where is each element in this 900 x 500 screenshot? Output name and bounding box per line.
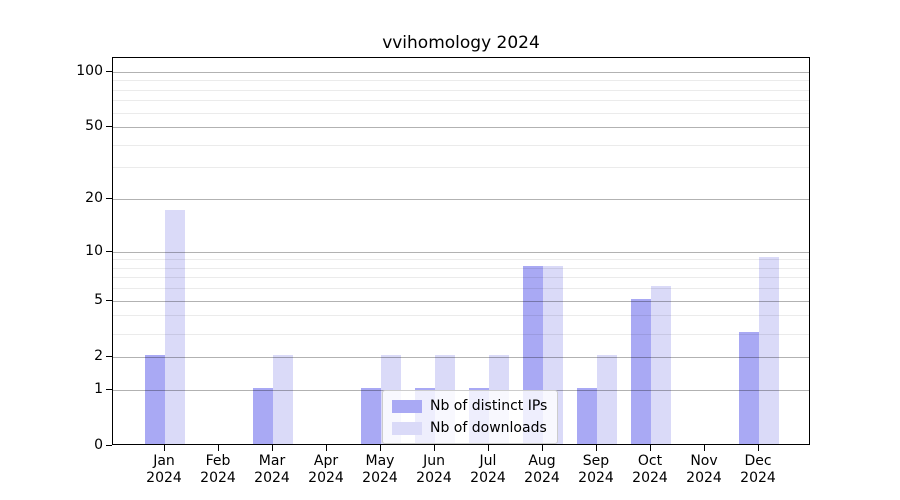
gridline-minor — [113, 315, 809, 317]
gridline-major — [113, 251, 809, 253]
bar-downloads — [273, 355, 293, 444]
x-tick-mark — [326, 445, 327, 451]
bar-distinct-ips — [361, 388, 381, 444]
x-tick-mark — [542, 445, 543, 451]
gridline-minor — [113, 333, 809, 335]
x-tick-label: Jul 2024 — [470, 453, 506, 486]
y-tick-mark — [106, 70, 112, 72]
x-tick-mark — [704, 445, 705, 451]
gridline-major — [113, 356, 809, 358]
x-tick-label: Nov 2024 — [686, 453, 722, 486]
x-tick-mark — [650, 445, 651, 451]
x-tick-label: Sep 2024 — [578, 453, 614, 486]
x-tick-label: Feb 2024 — [200, 453, 236, 486]
gridline-major — [113, 300, 809, 302]
x-tick-label: Aug 2024 — [524, 453, 560, 486]
x-tick-mark — [434, 445, 435, 451]
y-tick-mark — [106, 250, 112, 252]
gridline-minor — [113, 100, 809, 102]
gridline-minor — [113, 80, 809, 82]
bar-distinct-ips — [631, 299, 651, 444]
y-tick-label: 50 — [85, 118, 103, 135]
gridline-major — [113, 199, 809, 201]
x-tick-label: Oct 2024 — [632, 453, 668, 486]
gridline-major — [113, 127, 809, 129]
y-tick-mark — [106, 126, 112, 128]
legend-swatch-downloads — [392, 421, 422, 435]
y-tick-label: 100 — [76, 62, 103, 79]
gridline-minor — [113, 167, 809, 169]
bar-downloads — [597, 355, 617, 444]
y-tick-mark — [106, 388, 112, 390]
bar-downloads — [759, 257, 779, 444]
x-tick-label: Jan 2024 — [146, 453, 182, 486]
gridline-minor — [113, 144, 809, 146]
bar-downloads — [165, 210, 185, 444]
y-tick-label: 2 — [94, 347, 103, 364]
gridline-minor — [113, 89, 809, 91]
legend-label-distinct-ips: Nb of distinct IPs — [430, 398, 548, 414]
gridline-major — [113, 71, 809, 73]
gridline-minor — [113, 288, 809, 290]
x-tick-label: Dec 2024 — [740, 453, 776, 486]
legend-label-downloads: Nb of downloads — [430, 420, 547, 436]
bar-distinct-ips — [253, 388, 273, 444]
x-tick-mark — [488, 445, 489, 451]
bar-distinct-ips — [145, 355, 165, 444]
y-tick-label: 0 — [94, 437, 103, 453]
gridline-minor — [113, 112, 809, 114]
legend-item-distinct-ips: Nb of distinct IPs — [392, 398, 547, 414]
y-tick-label: 10 — [85, 242, 103, 259]
y-tick-label: 20 — [85, 190, 103, 207]
x-tick-mark — [758, 445, 759, 451]
x-tick-label: May 2024 — [362, 453, 398, 486]
gridline-minor — [113, 277, 809, 279]
gridline-minor — [113, 259, 809, 261]
x-tick-label: Jun 2024 — [416, 453, 452, 486]
x-tick-label: Apr 2024 — [308, 453, 344, 486]
bar-distinct-ips — [577, 388, 597, 444]
gridline-minor — [113, 267, 809, 269]
legend-item-downloads: Nb of downloads — [392, 420, 547, 436]
y-tick-mark — [106, 445, 112, 446]
chart-title: vvihomology 2024 — [382, 33, 540, 53]
x-tick-mark — [380, 445, 381, 451]
x-tick-label: Mar 2024 — [254, 453, 290, 486]
y-tick-mark — [106, 198, 112, 200]
x-tick-mark — [272, 445, 273, 451]
y-tick-mark — [106, 299, 112, 301]
x-tick-mark — [596, 445, 597, 451]
plot-area: Nb of distinct IPs Nb of downloads — [112, 57, 810, 445]
y-tick-label: 1 — [94, 380, 103, 397]
x-tick-mark — [164, 445, 165, 451]
y-tick-label: 5 — [94, 291, 103, 308]
y-tick-mark — [106, 355, 112, 357]
bar-downloads — [651, 286, 671, 444]
bar-distinct-ips — [739, 332, 759, 444]
legend: Nb of distinct IPs Nb of downloads — [382, 390, 559, 444]
x-tick-mark — [218, 445, 219, 451]
legend-swatch-distinct-ips — [392, 399, 422, 413]
